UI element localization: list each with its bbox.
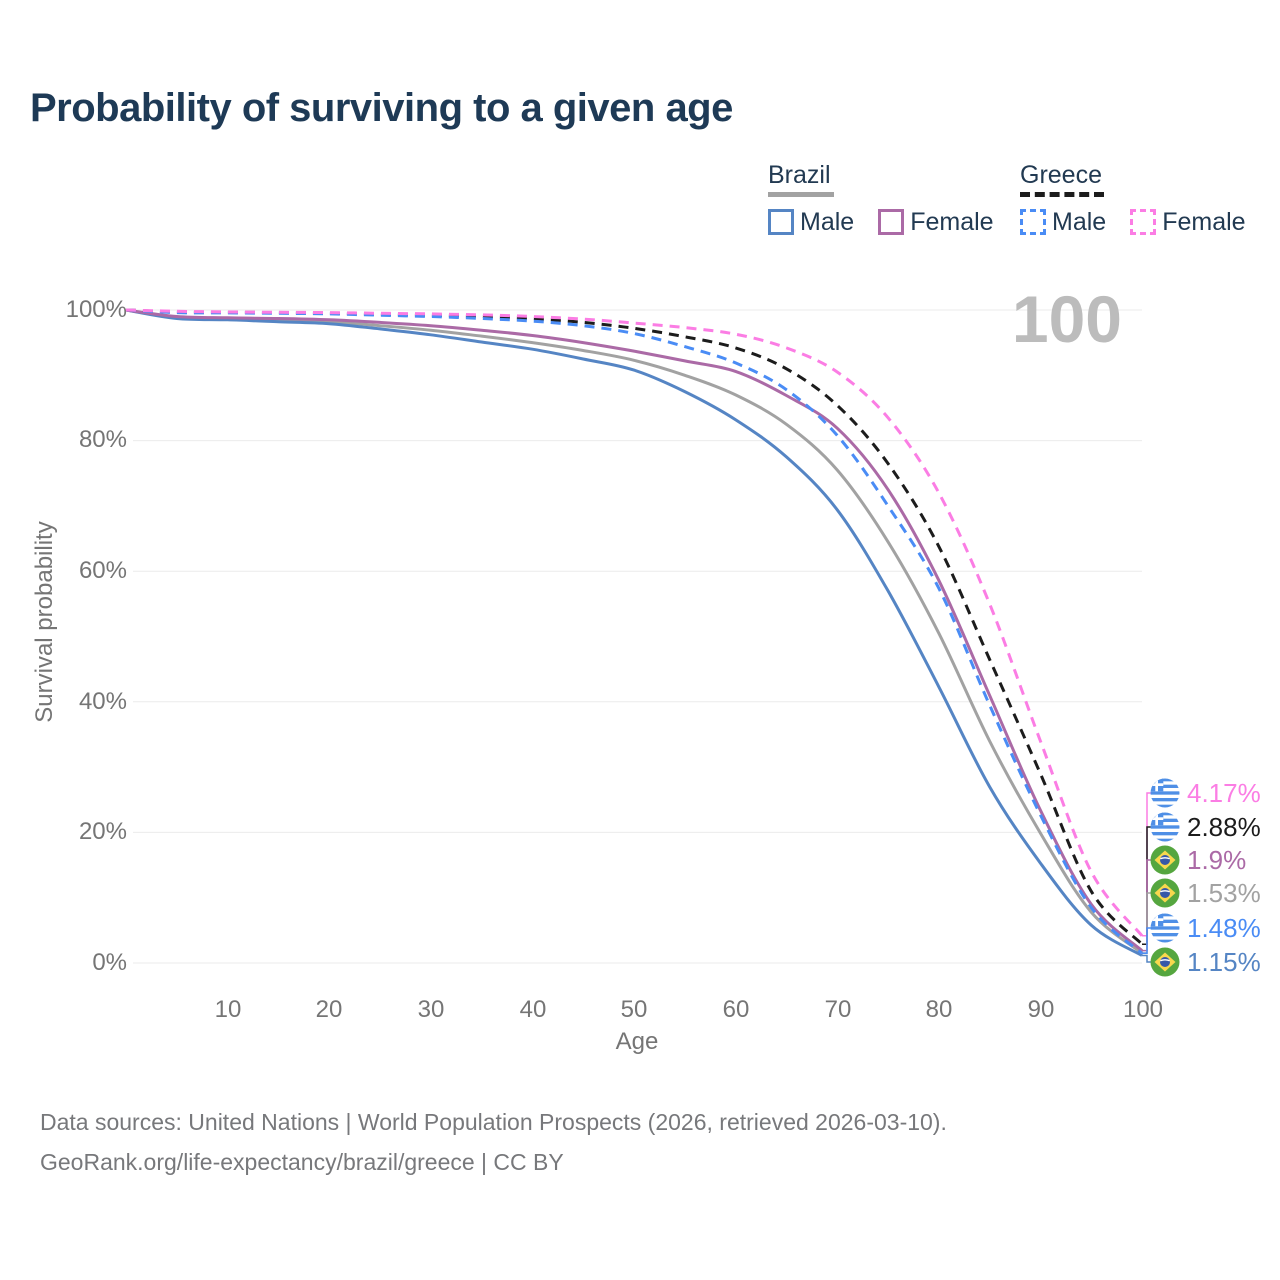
end-connector-greece_male bbox=[1142, 927, 1153, 955]
legend-item-brazil-female[interactable]: Female bbox=[878, 208, 994, 236]
x-tick-80: 80 bbox=[925, 996, 953, 1023]
y-tick-0: 0% bbox=[92, 949, 127, 976]
x-tick-30: 30 bbox=[417, 996, 445, 1023]
attribution-note: GeoRank.org/life-expectancy/brazil/greec… bbox=[40, 1149, 564, 1175]
greece-flag-icon bbox=[1150, 812, 1180, 842]
legend-item-brazil-male[interactable]: Male bbox=[768, 208, 854, 236]
legend-item-label: Male bbox=[800, 208, 855, 236]
end-label-brazil-female: 1.9% bbox=[1150, 843, 1246, 877]
brazil-flag-icon bbox=[1150, 947, 1180, 977]
curve-brazil_male[interactable] bbox=[125, 308, 1143, 957]
x-tick-70: 70 bbox=[824, 996, 852, 1023]
y-tick-20: 20% bbox=[78, 818, 127, 845]
curve-brazil_female[interactable] bbox=[125, 308, 1144, 952]
end-value: 1.9% bbox=[1187, 844, 1247, 875]
current-age-watermark: 100 bbox=[1011, 282, 1122, 356]
y-tick-80: 80% bbox=[78, 426, 127, 453]
curve-greece_male[interactable] bbox=[125, 308, 1143, 955]
greece-flag-icon bbox=[1150, 778, 1180, 808]
legend-group-brazil-label: Brazil bbox=[768, 161, 831, 189]
end-label-greece-total: 2.88% bbox=[1150, 810, 1261, 844]
y-tick-100: 100% bbox=[65, 296, 127, 323]
end-value: 1.53% bbox=[1187, 877, 1261, 908]
legend-group-greece: Greece Male Female bbox=[1020, 160, 1270, 236]
end-label-greece-male: 1.48% bbox=[1150, 911, 1261, 945]
end-label-brazil-male: 1.15% bbox=[1150, 945, 1261, 979]
greece-male-swatch-icon bbox=[1020, 209, 1046, 235]
brazil-female-swatch-icon bbox=[878, 209, 905, 235]
greece-line-style-swatch bbox=[1020, 192, 1104, 197]
y-tick-40: 40% bbox=[78, 688, 127, 715]
brazil-flag-icon bbox=[1150, 845, 1180, 875]
x-tick-90: 90 bbox=[1027, 996, 1055, 1023]
brazil-line-style-swatch bbox=[768, 192, 834, 197]
curve-greece_total[interactable] bbox=[125, 308, 1144, 946]
legend-item-label: Female bbox=[910, 208, 994, 236]
page-title: Probability of surviving to a given age bbox=[30, 86, 733, 130]
x-tick-40: 40 bbox=[519, 996, 547, 1023]
legend-item-label: Male bbox=[1052, 208, 1107, 236]
x-tick-20: 20 bbox=[315, 996, 343, 1023]
x-tick-60: 60 bbox=[722, 996, 750, 1023]
brazil-male-swatch-icon bbox=[768, 209, 794, 235]
x-axis-title: Age bbox=[615, 1028, 659, 1055]
end-value: 1.48% bbox=[1187, 912, 1261, 943]
y-tick-60: 60% bbox=[78, 557, 127, 584]
greece-flag-icon bbox=[1150, 913, 1180, 943]
end-value: 2.88% bbox=[1187, 811, 1261, 842]
end-value: 4.17% bbox=[1187, 777, 1261, 808]
x-tick-50: 50 bbox=[620, 996, 648, 1023]
end-connector-brazil_male bbox=[1142, 954, 1153, 963]
legend-item-greece-male[interactable]: Male bbox=[1020, 208, 1106, 236]
brazil-flag-icon bbox=[1150, 878, 1180, 908]
legend-item-greece-female[interactable]: Female bbox=[1130, 208, 1246, 236]
end-value: 1.15% bbox=[1187, 946, 1261, 977]
end-label-greece-female: 4.17% bbox=[1150, 776, 1261, 810]
legend-group-brazil: Brazil Male Female bbox=[768, 160, 1018, 236]
legend-item-label: Female bbox=[1162, 208, 1246, 236]
x-tick-100: 100 bbox=[1122, 996, 1164, 1023]
y-axis-title: Survival probability bbox=[31, 521, 58, 723]
data-sources-note: Data sources: United Nations | World Pop… bbox=[40, 1109, 947, 1135]
greece-female-swatch-icon bbox=[1130, 209, 1157, 235]
curve-brazil_total[interactable] bbox=[125, 308, 1143, 955]
end-label-brazil-total: 1.53% bbox=[1150, 876, 1261, 910]
curve-greece_female[interactable] bbox=[125, 308, 1144, 937]
legend-group-greece-label: Greece bbox=[1020, 161, 1102, 189]
x-tick-10: 10 bbox=[214, 996, 242, 1023]
